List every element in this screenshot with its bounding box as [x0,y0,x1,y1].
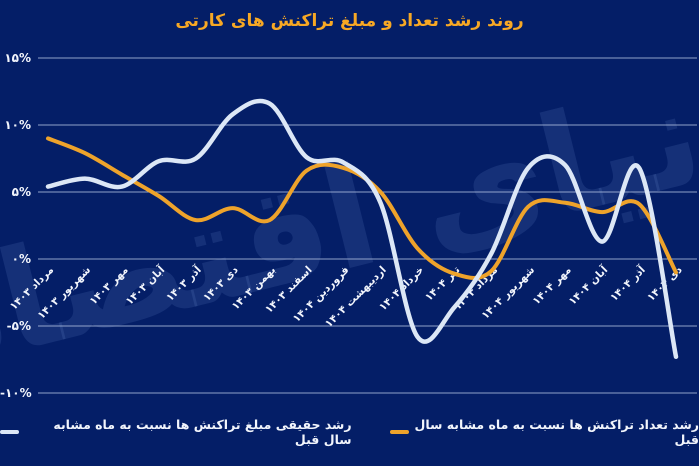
y-tick-label: ۱۰% [4,118,31,132]
legend-item-amount-growth: رشد حقیقی مبلغ تراکنش ها نسبت به ماه مشا… [0,417,352,447]
page-title: روند رشد تعداد و مبلغ تراکنش های کارتی [175,11,524,31]
legend-label-amount-growth: رشد حقیقی مبلغ تراکنش ها نسبت به ماه مشا… [53,417,352,447]
legend-swatch-count-growth [389,430,409,434]
y-tick-label: -۱۰% [0,386,32,400]
y-tick-label: ۵% [11,185,31,199]
chart-legend: رشد تعداد تراکنش ها نسبت به ماه مشابه سا… [0,417,699,447]
y-tick-label: ۱۵% [4,51,31,65]
series-line-amount-growth [45,98,679,360]
y-tick-label: -۵% [6,319,31,333]
legend-item-count-growth: رشد تعداد تراکنش ها نسبت به ماه مشابه سا… [389,417,699,447]
legend-swatch-amount-growth [0,430,20,434]
legend-label-count-growth: رشد تعداد تراکنش ها نسبت به ماه مشابه سا… [414,417,699,447]
y-tick-label: ۰% [11,252,31,266]
